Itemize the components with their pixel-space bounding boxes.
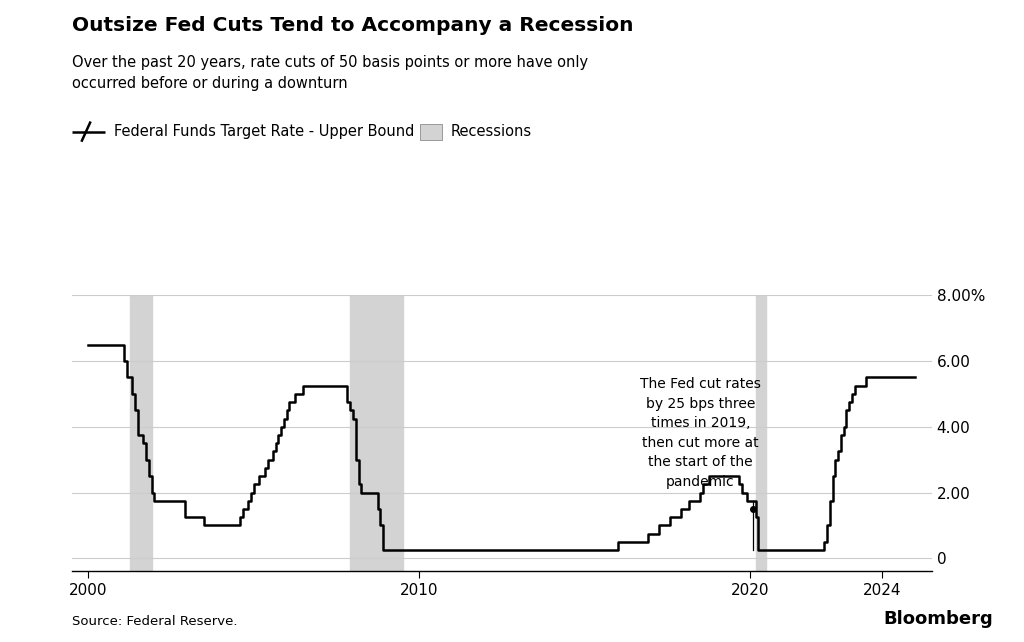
Text: Outsize Fed Cuts Tend to Accompany a Recession: Outsize Fed Cuts Tend to Accompany a Rec… (72, 16, 633, 35)
Bar (130, 295, 152, 571)
Text: The Fed cut rates
by 25 bps three
times in 2019,
then cut more at
the start of t: The Fed cut rates by 25 bps three times … (640, 377, 761, 489)
Text: Over the past 20 years, rate cuts of 50 basis points or more have only
occurred : Over the past 20 years, rate cuts of 50 … (72, 55, 588, 91)
Text: Source: Federal Reserve.: Source: Federal Reserve. (72, 615, 238, 628)
Bar (350, 295, 402, 571)
Text: Bloomberg: Bloomberg (884, 610, 993, 628)
Bar (756, 295, 766, 571)
Text: Federal Funds Target Rate - Upper Bound: Federal Funds Target Rate - Upper Bound (114, 124, 414, 139)
Text: Recessions: Recessions (451, 124, 531, 139)
